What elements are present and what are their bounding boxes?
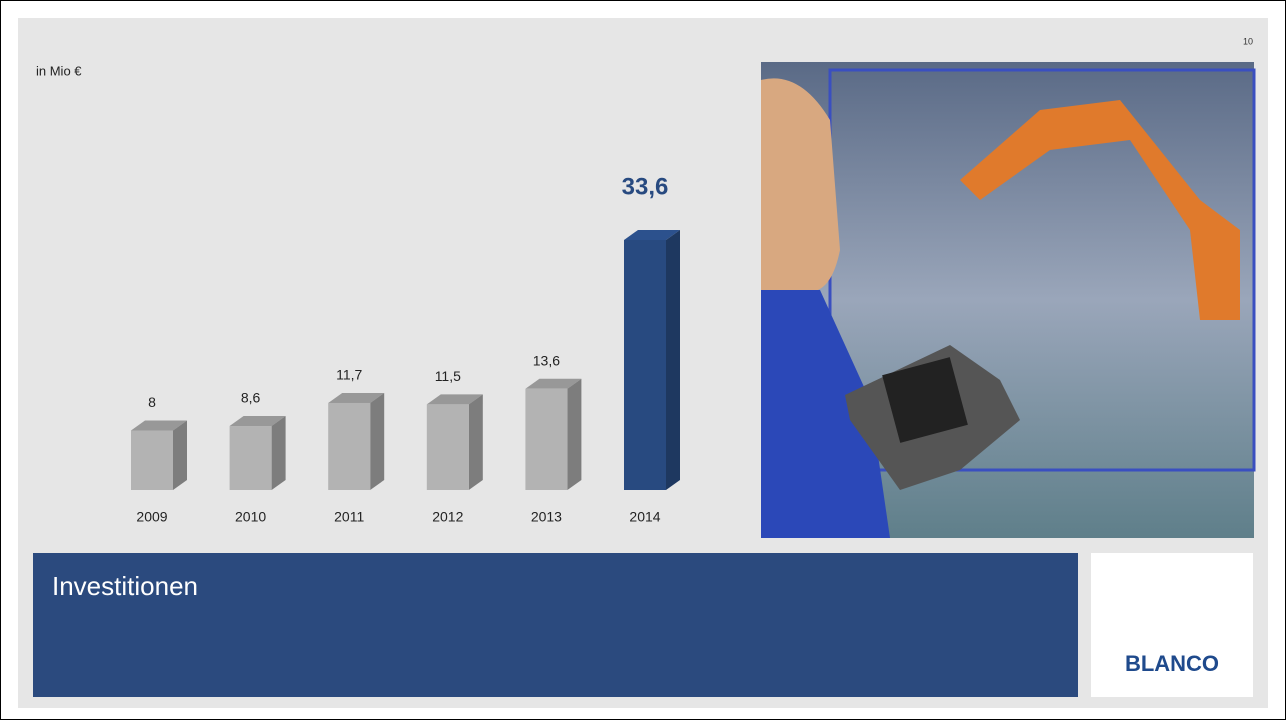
bar-side — [567, 378, 582, 490]
value-label: 11,5 — [435, 368, 461, 384]
x-tick-label: 2010 — [235, 509, 266, 525]
bar-top — [426, 394, 483, 405]
banner-title: Investitionen — [52, 571, 198, 601]
bar — [229, 426, 272, 490]
controller-screen — [882, 357, 968, 443]
banner — [33, 553, 1078, 697]
bar-side — [370, 392, 385, 490]
bar-side — [271, 416, 286, 490]
bar-top — [525, 378, 582, 389]
x-tick-label: 2014 — [629, 509, 660, 525]
bar — [328, 402, 371, 490]
bar — [525, 388, 568, 490]
person-body — [761, 290, 890, 538]
page-number: 10 — [1243, 36, 1253, 46]
logo: BLANCO — [1125, 651, 1219, 676]
photo — [761, 62, 1256, 538]
x-tick-label: 2009 — [136, 509, 167, 525]
bar-top — [624, 230, 680, 240]
value-label: 33,6 — [622, 173, 669, 200]
x-tick-label: 2012 — [432, 509, 463, 525]
value-label: 8 — [148, 394, 156, 410]
chart: 8 2009 8,6 2010 11,7 2011 11,5 2012 13,6 2013 33,6… — [131, 173, 680, 525]
robot-arm — [960, 100, 1240, 320]
logo-box — [1091, 553, 1253, 697]
bar-side — [468, 394, 483, 490]
bar-top — [328, 392, 385, 403]
value-label: 11,7 — [336, 367, 362, 383]
value-label: 13,6 — [533, 353, 560, 369]
value-label: 8,6 — [241, 390, 261, 406]
x-tick-label: 2011 — [334, 509, 364, 525]
person-head — [761, 78, 840, 300]
bar-top — [229, 416, 286, 427]
bar-side — [666, 230, 680, 490]
bar-top — [131, 420, 187, 431]
bar-side — [173, 420, 187, 490]
bar — [624, 240, 666, 490]
bar — [131, 430, 173, 490]
unit-label: in Mio € — [36, 63, 82, 78]
x-tick-label: 2013 — [531, 509, 562, 525]
bar — [426, 404, 469, 490]
